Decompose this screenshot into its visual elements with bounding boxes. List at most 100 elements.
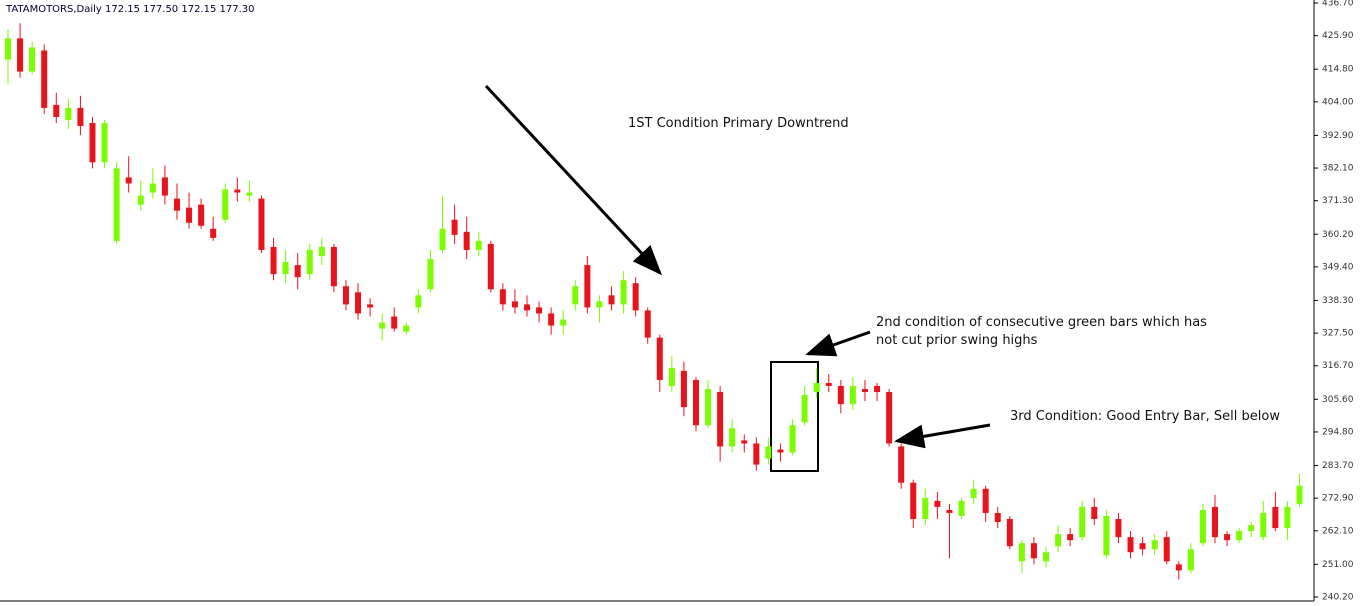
candle-body: [318, 246, 325, 257]
candle-body: [451, 219, 458, 235]
candle-body: [1018, 543, 1025, 562]
candle-body: [536, 307, 543, 314]
candle-body: [946, 509, 953, 513]
y-tick-label: 425.90: [1322, 31, 1354, 41]
candle-body: [825, 382, 832, 387]
candle-body: [1055, 534, 1062, 547]
y-tick-label: 316.70: [1322, 361, 1354, 371]
candle-body: [53, 104, 60, 117]
candle-body: [994, 512, 1001, 523]
candle-body: [777, 449, 784, 453]
candle-body: [717, 392, 724, 447]
candle-body: [1296, 485, 1303, 504]
candle-body: [463, 231, 470, 250]
y-tick-label: 414.80: [1322, 65, 1354, 75]
y-tick-label: 371.30: [1322, 196, 1354, 206]
candle-body: [161, 177, 168, 196]
candle-body: [330, 246, 337, 287]
candle-body: [1284, 506, 1291, 529]
candle-body: [910, 482, 917, 520]
candle-body: [1127, 537, 1134, 553]
candle-body: [620, 280, 627, 305]
candle-body: [861, 389, 868, 393]
candle-body: [560, 319, 567, 326]
candle-body: [874, 386, 881, 393]
candle-body: [753, 443, 760, 465]
candle-body: [65, 107, 72, 120]
y-tick-label: 382.10: [1322, 164, 1354, 174]
candle-body: [584, 265, 591, 308]
candle-body: [1151, 540, 1158, 550]
candle-body: [367, 304, 374, 308]
candle-body: [668, 367, 675, 387]
candle-body: [499, 289, 506, 305]
candle-body: [1272, 506, 1279, 529]
y-tick-label: 240.20: [1322, 593, 1354, 603]
candle-body: [1212, 506, 1218, 538]
y-tick-label: 305.60: [1322, 395, 1354, 405]
candle-body: [849, 386, 856, 405]
y-tick-label: 349.40: [1322, 262, 1354, 272]
candle-body: [741, 440, 748, 444]
candle-body: [113, 168, 120, 241]
candle-body: [427, 259, 434, 290]
candle-body: [198, 204, 205, 226]
candle-body: [789, 425, 796, 453]
candle-body: [306, 249, 313, 275]
plot-area: [5, 23, 1303, 580]
candle-body: [173, 198, 180, 211]
candle-body: [5, 38, 11, 60]
candle-body: [29, 47, 36, 72]
y-tick-label: 327.50: [1322, 329, 1354, 339]
candle-body: [608, 295, 615, 305]
y-tick-label: 392.90: [1322, 131, 1354, 141]
candle-body: [886, 392, 893, 444]
candle-body: [1030, 543, 1037, 559]
y-tick-label: 283.70: [1322, 461, 1354, 471]
candle-body: [970, 488, 977, 498]
y-tick-label: 436.70: [1322, 0, 1354, 9]
candle-body: [898, 446, 905, 483]
candle-body: [596, 301, 603, 308]
candle-body: [511, 301, 518, 308]
candle-body: [1236, 531, 1243, 541]
candle-body: [246, 192, 253, 196]
y-tick-label: 272.90: [1322, 494, 1354, 504]
candle-body: [270, 246, 277, 275]
candle-body: [705, 389, 712, 426]
y-tick-label: 251.00: [1322, 560, 1354, 570]
candle-body: [524, 304, 531, 311]
y-tick-label: 262.10: [1322, 526, 1354, 536]
y-tick-label: 338.30: [1322, 296, 1354, 306]
candle-body: [1175, 564, 1182, 571]
arrow: [484, 84, 663, 276]
candle-body: [101, 123, 108, 163]
y-tick-label: 294.80: [1322, 427, 1354, 437]
annotation: 1ST Condition Primary Downtrend: [628, 116, 849, 131]
candle-body: [294, 265, 301, 278]
annotation: not cut prior swing highs: [876, 333, 1038, 348]
candle-body: [125, 177, 132, 184]
candle-body: [837, 386, 844, 405]
candle-body: [282, 262, 289, 275]
highlight-box: [770, 361, 819, 472]
candle-body: [922, 497, 929, 520]
candle-body: [210, 228, 217, 238]
candle-body: [379, 322, 386, 329]
candle-body: [391, 316, 398, 329]
candle-body: [355, 292, 362, 314]
candle-body: [415, 295, 422, 308]
candle-body: [1248, 525, 1255, 532]
candle-body: [1187, 549, 1194, 571]
candle-body: [222, 189, 229, 220]
candle-body: [632, 283, 639, 311]
candle-body: [475, 240, 482, 250]
candle-body: [656, 337, 663, 380]
candle-body: [41, 50, 48, 108]
candle-body: [934, 500, 941, 507]
candle-body: [729, 428, 736, 447]
candle-body: [1079, 506, 1086, 538]
candle-body: [1103, 515, 1110, 556]
